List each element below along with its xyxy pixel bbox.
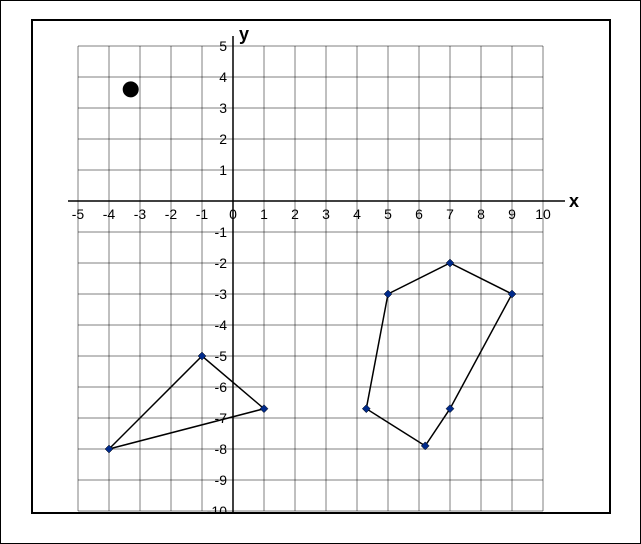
x-tick-label: -3 xyxy=(134,206,147,222)
y-tick-label: -6 xyxy=(215,379,228,395)
vertex-marker xyxy=(446,259,454,267)
x-tick-label: -5 xyxy=(72,206,85,222)
y-tick-label: -2 xyxy=(215,255,228,271)
y-tick-label: -10 xyxy=(207,503,227,512)
x-tick-label: -4 xyxy=(103,206,116,222)
x-tick-label: 0 xyxy=(229,206,237,222)
y-tick-label: -3 xyxy=(215,286,228,302)
coordinate-plane: -5-4-3-2-1012345678910-10-9-8-7-6-5-4-3-… xyxy=(33,21,609,512)
x-tick-label: 4 xyxy=(353,206,361,222)
y-tick-label: 3 xyxy=(219,100,227,116)
chart-outer-frame: -5-4-3-2-1012345678910-10-9-8-7-6-5-4-3-… xyxy=(0,0,641,544)
y-tick-label: 1 xyxy=(219,162,227,178)
y-tick-label: -8 xyxy=(215,441,228,457)
x-tick-label: -1 xyxy=(196,206,209,222)
x-tick-label: 1 xyxy=(260,206,268,222)
y-tick-label: -1 xyxy=(215,224,228,240)
polygon-0 xyxy=(109,356,264,449)
y-axis-label: y xyxy=(239,24,249,44)
vertex-marker xyxy=(508,290,516,298)
x-tick-label: 7 xyxy=(446,206,454,222)
y-tick-label: -4 xyxy=(215,317,228,333)
y-tick-label: 2 xyxy=(219,131,227,147)
x-tick-label: 3 xyxy=(322,206,330,222)
x-tick-label: 2 xyxy=(291,206,299,222)
x-tick-label: 5 xyxy=(384,206,392,222)
x-axis-label: x xyxy=(569,191,579,211)
x-tick-label: 9 xyxy=(508,206,516,222)
vertex-marker xyxy=(362,405,370,413)
vertex-marker xyxy=(421,442,429,450)
vertex-marker xyxy=(384,290,392,298)
loose-point xyxy=(123,81,139,97)
x-tick-label: 10 xyxy=(535,206,551,222)
vertex-marker xyxy=(446,405,454,413)
y-tick-label: -9 xyxy=(215,472,228,488)
y-tick-label: 4 xyxy=(219,69,227,85)
chart-inner-frame: -5-4-3-2-1012345678910-10-9-8-7-6-5-4-3-… xyxy=(31,19,611,514)
y-tick-label: 5 xyxy=(219,38,227,54)
y-tick-label: -5 xyxy=(215,348,228,364)
x-tick-label: 8 xyxy=(477,206,485,222)
x-tick-label: 6 xyxy=(415,206,423,222)
x-tick-label: -2 xyxy=(165,206,178,222)
